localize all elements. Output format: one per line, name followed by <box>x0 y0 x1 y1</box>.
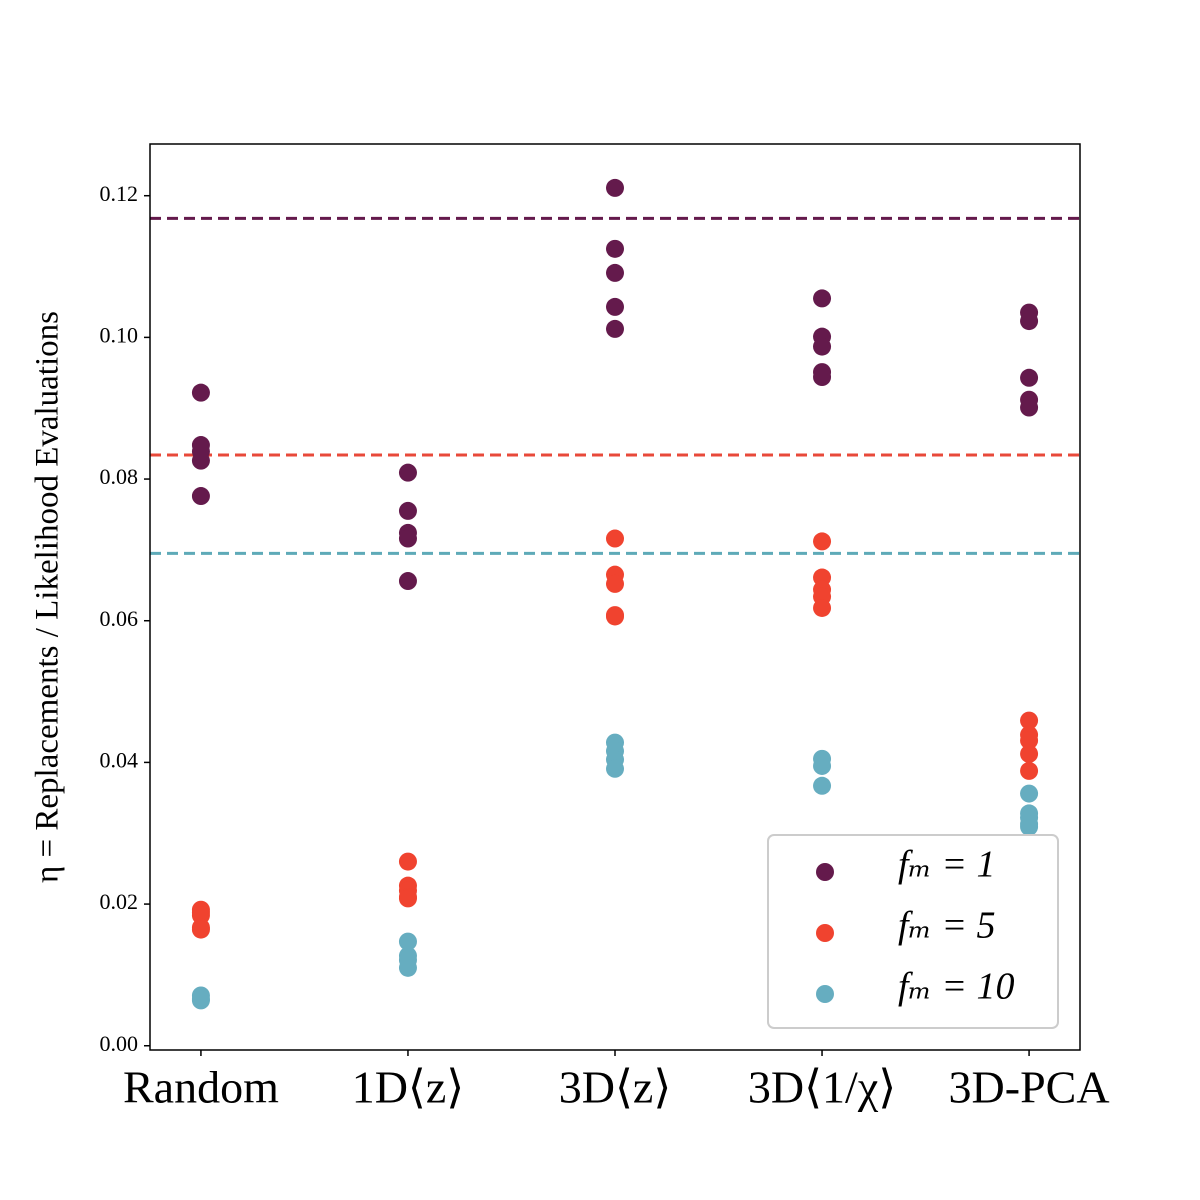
point <box>191 383 210 402</box>
x-tick-label: Random <box>123 1062 279 1113</box>
x-tick-label: 3D-PCA <box>949 1062 1110 1113</box>
point <box>398 529 417 548</box>
point <box>398 501 417 520</box>
point <box>606 263 624 282</box>
point <box>191 487 210 506</box>
point <box>606 529 624 548</box>
y-tick-label: 0.02 <box>100 889 139 914</box>
y-tick-label: 0.12 <box>100 181 139 206</box>
x-tick-label: 3D⟨1/χ⟩ <box>748 1062 896 1113</box>
point <box>398 852 417 871</box>
point <box>606 297 624 316</box>
point <box>606 239 624 258</box>
point <box>398 572 417 591</box>
plot-frame <box>149 143 1081 1051</box>
point <box>606 319 624 338</box>
y-tick-label: 0.00 <box>100 1031 139 1056</box>
point <box>813 532 832 551</box>
point <box>398 932 417 951</box>
point <box>1020 312 1039 331</box>
point <box>1020 784 1039 803</box>
point <box>606 178 624 197</box>
point <box>398 463 417 482</box>
y-tick-label: 0.08 <box>100 464 139 489</box>
point <box>1020 398 1039 417</box>
legend-marker <box>816 985 834 1003</box>
point <box>1020 731 1039 750</box>
point <box>606 759 624 778</box>
legend-label: fₘ = 1 <box>898 844 996 886</box>
y-tick-label: 0.04 <box>100 747 139 772</box>
point <box>606 574 624 593</box>
point <box>1020 711 1039 730</box>
point <box>398 958 417 977</box>
point <box>606 607 624 626</box>
legend-marker <box>816 863 834 881</box>
point <box>1020 744 1039 763</box>
y-tick-label: 0.10 <box>100 322 139 347</box>
point <box>398 889 417 908</box>
point <box>1020 368 1039 387</box>
point <box>1020 817 1039 836</box>
legend-box <box>767 834 1059 1029</box>
y-axis-label: η = Replacements / Likelihood Evaluation… <box>30 311 66 883</box>
point <box>191 920 210 939</box>
point <box>813 756 832 775</box>
point <box>813 368 832 387</box>
point <box>813 598 832 617</box>
point <box>813 337 832 356</box>
legend-label: fₘ = 10 <box>898 966 1015 1008</box>
legend-label: fₘ = 5 <box>898 905 996 947</box>
x-tick-label: 3D⟨z⟩ <box>559 1062 672 1113</box>
point <box>191 451 210 470</box>
point <box>191 991 210 1010</box>
point <box>813 776 832 795</box>
point <box>813 289 832 308</box>
point <box>1020 761 1039 780</box>
x-tick-label: 1D⟨z⟩ <box>352 1062 465 1113</box>
y-tick-label: 0.06 <box>100 606 139 631</box>
legend-marker <box>816 924 834 942</box>
